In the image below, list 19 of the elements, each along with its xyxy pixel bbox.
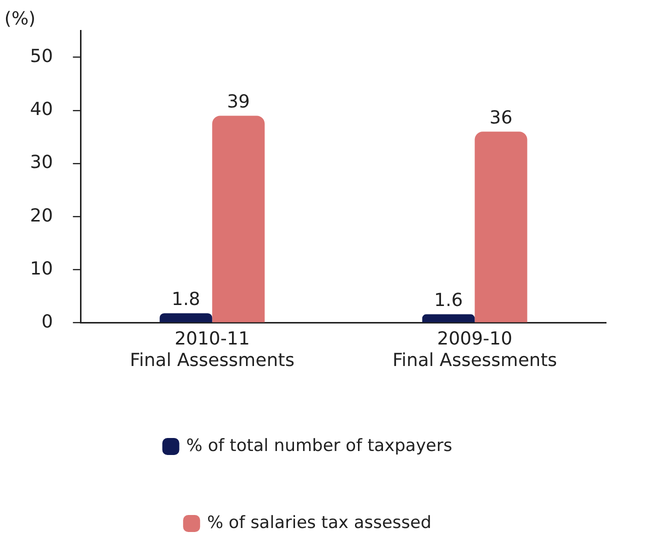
bar (422, 314, 475, 322)
y-axis-title: (%) (4, 8, 36, 30)
bar (160, 313, 212, 322)
data-label: 39 (226, 91, 250, 112)
bar (474, 132, 528, 322)
y-tick-label: 20 (30, 205, 53, 226)
y-tick-label: 10 (30, 258, 53, 280)
y-tick-label: 40 (30, 99, 53, 120)
bar (212, 116, 265, 322)
x-tick-label: 2010-11 Final Assessments (130, 328, 294, 371)
y-tick-label: 0 (41, 311, 53, 332)
data-label: 1.8 (172, 288, 200, 310)
legend-label: % of salaries tax assessed (207, 512, 432, 533)
y-tick-label: 30 (30, 152, 53, 174)
data-label: 1.6 (434, 290, 463, 311)
legend-label: % of total number of taxpayers (186, 436, 452, 456)
x-tick-label: 2009-10 Final Assessments (392, 328, 558, 371)
data-label: 36 (490, 107, 512, 128)
y-tick-label: 50 (30, 46, 53, 68)
